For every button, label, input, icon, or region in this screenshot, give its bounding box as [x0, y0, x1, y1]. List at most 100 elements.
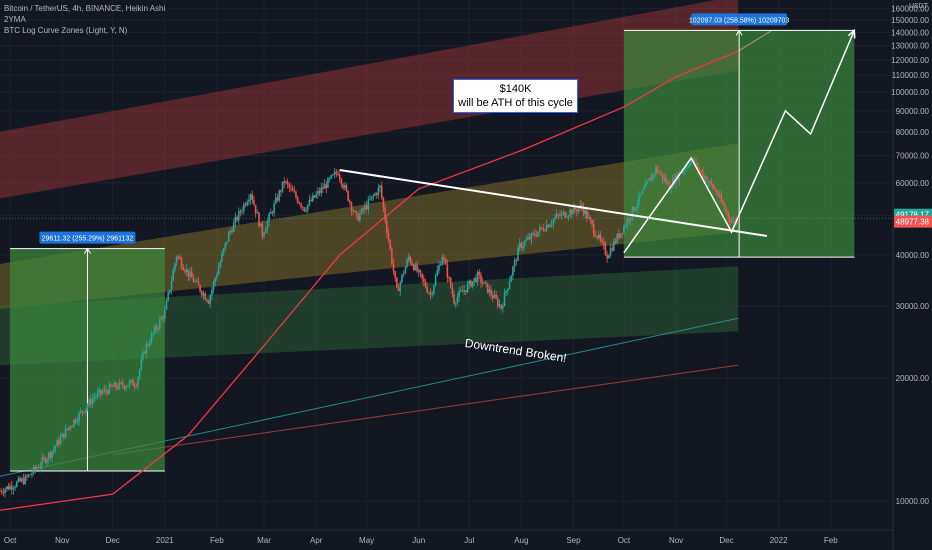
candle-body	[702, 171, 704, 178]
candle-body	[621, 232, 624, 234]
candle-body	[665, 177, 667, 183]
candle-body	[517, 247, 519, 261]
candle-body	[693, 158, 696, 165]
price-axis-label: 110000.00	[892, 71, 930, 80]
candle-body	[468, 280, 471, 285]
candle-body	[56, 440, 58, 447]
candle-body	[221, 253, 223, 262]
candle-body	[554, 217, 556, 220]
candle-body	[666, 181, 669, 183]
candle-body	[83, 411, 85, 413]
candle-body	[148, 343, 151, 346]
candle-body	[111, 386, 114, 388]
candle-body	[34, 466, 37, 469]
candle-body	[325, 184, 328, 188]
candle-body	[727, 212, 729, 218]
candle-body	[236, 216, 238, 221]
candle-body	[705, 176, 708, 183]
candle-body	[663, 177, 666, 180]
candle-body	[22, 478, 25, 484]
candle-body	[599, 234, 602, 240]
candle-body	[729, 217, 731, 223]
candle-body	[337, 173, 339, 176]
candle-body	[162, 317, 164, 319]
candle-body	[150, 334, 153, 344]
candle-body	[613, 241, 615, 251]
candle-body	[4, 489, 6, 494]
time-axis-label: Feb	[210, 536, 224, 545]
candle-body	[288, 184, 291, 188]
candle-body	[105, 389, 107, 392]
candle-body	[370, 196, 373, 200]
candle-body	[195, 280, 198, 282]
candle-body	[724, 204, 726, 210]
price-axis-label: 70000.00	[896, 152, 930, 161]
candle-body	[533, 233, 536, 236]
candle-body	[510, 275, 513, 282]
candle-body	[478, 271, 481, 275]
candle-body	[153, 326, 156, 334]
candle-body	[54, 446, 57, 449]
candle-body	[120, 382, 122, 384]
candle-body	[42, 457, 45, 459]
candle-body	[496, 298, 499, 306]
candle-body	[69, 426, 72, 428]
candle-body	[317, 191, 319, 195]
candle-body	[488, 289, 491, 293]
candle-body	[646, 180, 649, 183]
candle-body	[202, 293, 205, 296]
candle-body	[397, 287, 400, 292]
time-axis-label: May	[359, 536, 374, 545]
candle-body	[100, 389, 102, 394]
projection-path[interactable]	[623, 30, 856, 254]
candle-body	[71, 426, 74, 428]
candle-body	[589, 217, 592, 221]
candle-body	[133, 385, 136, 387]
candle-body	[374, 193, 376, 196]
candle-body	[584, 210, 587, 215]
candle-body	[170, 280, 173, 290]
candle-body	[32, 466, 35, 474]
candle-body	[443, 257, 445, 260]
candle-body	[167, 292, 169, 301]
candle-body	[483, 281, 486, 284]
candle-body	[306, 204, 309, 211]
candle-body	[417, 270, 420, 272]
time-axis-label: Oct	[618, 536, 631, 545]
candle-body	[513, 260, 516, 267]
candle-body	[471, 281, 474, 287]
candle-body	[661, 173, 664, 180]
candle-body	[616, 234, 618, 243]
chart-legend-ma: 2YMA	[4, 15, 26, 24]
candle-body	[485, 281, 487, 284]
candle-body	[407, 256, 410, 260]
candle-body	[486, 283, 489, 293]
candle-body	[421, 273, 423, 279]
candle-body	[207, 301, 210, 304]
candle-body	[135, 386, 138, 387]
candle-body	[229, 230, 232, 232]
candle-body	[643, 187, 645, 191]
candle-body	[707, 181, 709, 183]
candle-body	[61, 433, 64, 438]
candle-body	[318, 191, 321, 193]
candle-body	[244, 204, 247, 206]
candle-body	[74, 419, 77, 423]
candle-body	[651, 174, 654, 181]
ath-callout[interactable]: $140K will be ATH of this cycle	[453, 79, 578, 113]
currency-label: USDT	[908, 3, 928, 10]
candle-body	[333, 172, 336, 175]
candle-body	[507, 288, 509, 291]
price-axis-label: 20000.00	[896, 374, 930, 383]
candle-body	[106, 391, 109, 394]
downtrend-line[interactable]	[339, 169, 768, 237]
candle-body	[365, 205, 368, 209]
candle-body	[241, 211, 243, 213]
candle-body	[527, 237, 529, 240]
candle-body	[451, 287, 454, 295]
candle-body	[436, 270, 439, 277]
candle-body	[209, 295, 212, 304]
candle-body	[446, 264, 449, 278]
candle-body	[404, 267, 407, 274]
candle-body	[68, 426, 70, 430]
